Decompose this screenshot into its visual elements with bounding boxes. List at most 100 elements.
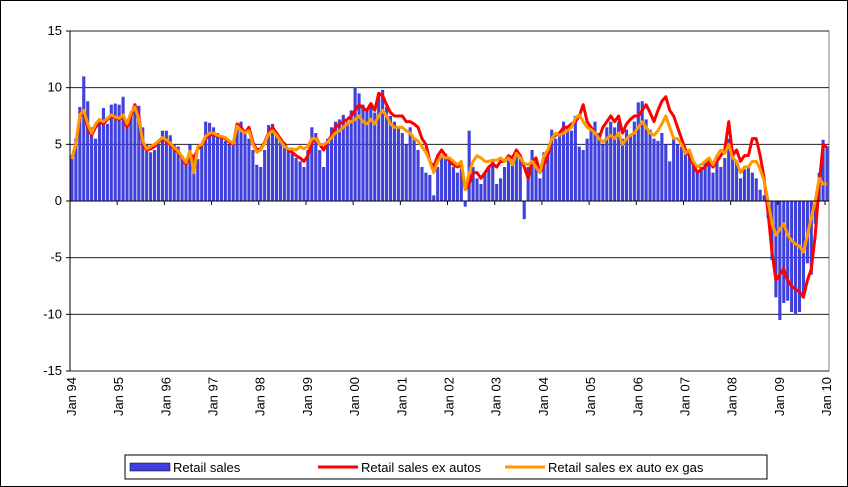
bar <box>377 93 381 201</box>
bar <box>483 172 487 201</box>
bar <box>388 116 393 201</box>
bar <box>451 167 455 201</box>
bars <box>70 76 829 320</box>
bar <box>211 127 216 201</box>
bar <box>668 161 672 201</box>
bar <box>263 150 267 201</box>
bar <box>231 142 235 201</box>
bar <box>664 144 668 201</box>
bar <box>738 178 743 201</box>
bar <box>746 167 750 201</box>
bar <box>274 133 279 201</box>
bar <box>644 119 648 201</box>
bar <box>750 172 754 201</box>
bar <box>487 167 491 201</box>
y-tick-label: -5 <box>50 250 62 265</box>
bar <box>679 146 684 201</box>
bar <box>518 155 522 201</box>
bar <box>455 172 459 201</box>
bar <box>601 144 605 201</box>
bar <box>672 138 676 201</box>
bar <box>314 133 318 201</box>
bar <box>640 101 644 201</box>
bar <box>215 133 220 201</box>
bar <box>632 121 636 201</box>
bar <box>333 121 338 201</box>
bar <box>361 104 365 201</box>
bar <box>247 138 251 201</box>
legend-swatch <box>129 462 171 472</box>
bar <box>278 138 282 201</box>
bar <box>298 161 302 201</box>
bar <box>731 150 735 201</box>
x-tick-label: Jan 04 <box>536 377 551 416</box>
bar <box>251 150 255 201</box>
bar <box>613 127 617 201</box>
bar <box>782 201 786 303</box>
bar <box>628 135 632 201</box>
bar <box>424 172 428 201</box>
y-tick-label: 15 <box>48 23 62 38</box>
bar <box>491 161 495 201</box>
bar <box>510 161 514 201</box>
bar <box>133 104 137 201</box>
bar <box>794 201 798 315</box>
x-tick-label: Jan 09 <box>772 377 787 416</box>
bar <box>310 127 314 201</box>
bar <box>534 161 538 201</box>
bar <box>168 135 172 201</box>
bar <box>306 150 310 201</box>
bar <box>786 201 790 301</box>
legend-box <box>124 454 768 480</box>
bar <box>542 152 546 201</box>
bar <box>259 167 263 201</box>
bar <box>475 178 479 201</box>
bar <box>699 167 703 201</box>
bar <box>416 150 420 201</box>
bar <box>227 144 231 201</box>
bar <box>82 76 86 201</box>
bar <box>447 161 452 201</box>
bar <box>137 105 141 201</box>
bar <box>172 144 176 201</box>
legend-label: Retail sales ex autos <box>361 460 481 475</box>
legend-label: Retail sales <box>173 460 241 475</box>
bar <box>656 140 660 201</box>
bar <box>573 116 577 201</box>
legend-label: Retail sales ex auto ex gas <box>548 460 704 475</box>
bar <box>762 195 766 201</box>
bar <box>514 150 518 201</box>
x-tick-label: Jan 08 <box>725 377 740 416</box>
bar <box>357 93 361 201</box>
bar <box>326 138 330 201</box>
bar <box>385 106 389 201</box>
x-tick-label: Jan 10 <box>819 377 834 416</box>
bar <box>109 104 113 201</box>
bar <box>463 201 467 207</box>
bar <box>78 106 82 201</box>
x-tick-label: Jan 06 <box>630 377 645 416</box>
x-tick-label: Jan 95 <box>111 377 126 416</box>
x-tick-label: Jan 05 <box>583 377 598 416</box>
bar <box>436 167 440 201</box>
bar <box>204 121 208 201</box>
bar <box>597 133 601 201</box>
bar <box>318 150 322 201</box>
bar <box>526 167 530 201</box>
bar <box>797 201 802 313</box>
bar <box>86 101 90 201</box>
bar <box>337 119 341 201</box>
bar <box>676 144 680 201</box>
bar <box>145 144 149 201</box>
bar <box>160 130 164 201</box>
bar <box>499 178 503 201</box>
bar <box>255 164 259 201</box>
x-tick-label: Jan 96 <box>158 377 173 416</box>
bar <box>420 167 424 201</box>
bar <box>620 138 625 201</box>
bar <box>444 153 448 201</box>
bar <box>711 172 715 201</box>
bar <box>121 96 125 201</box>
bar <box>381 89 385 201</box>
